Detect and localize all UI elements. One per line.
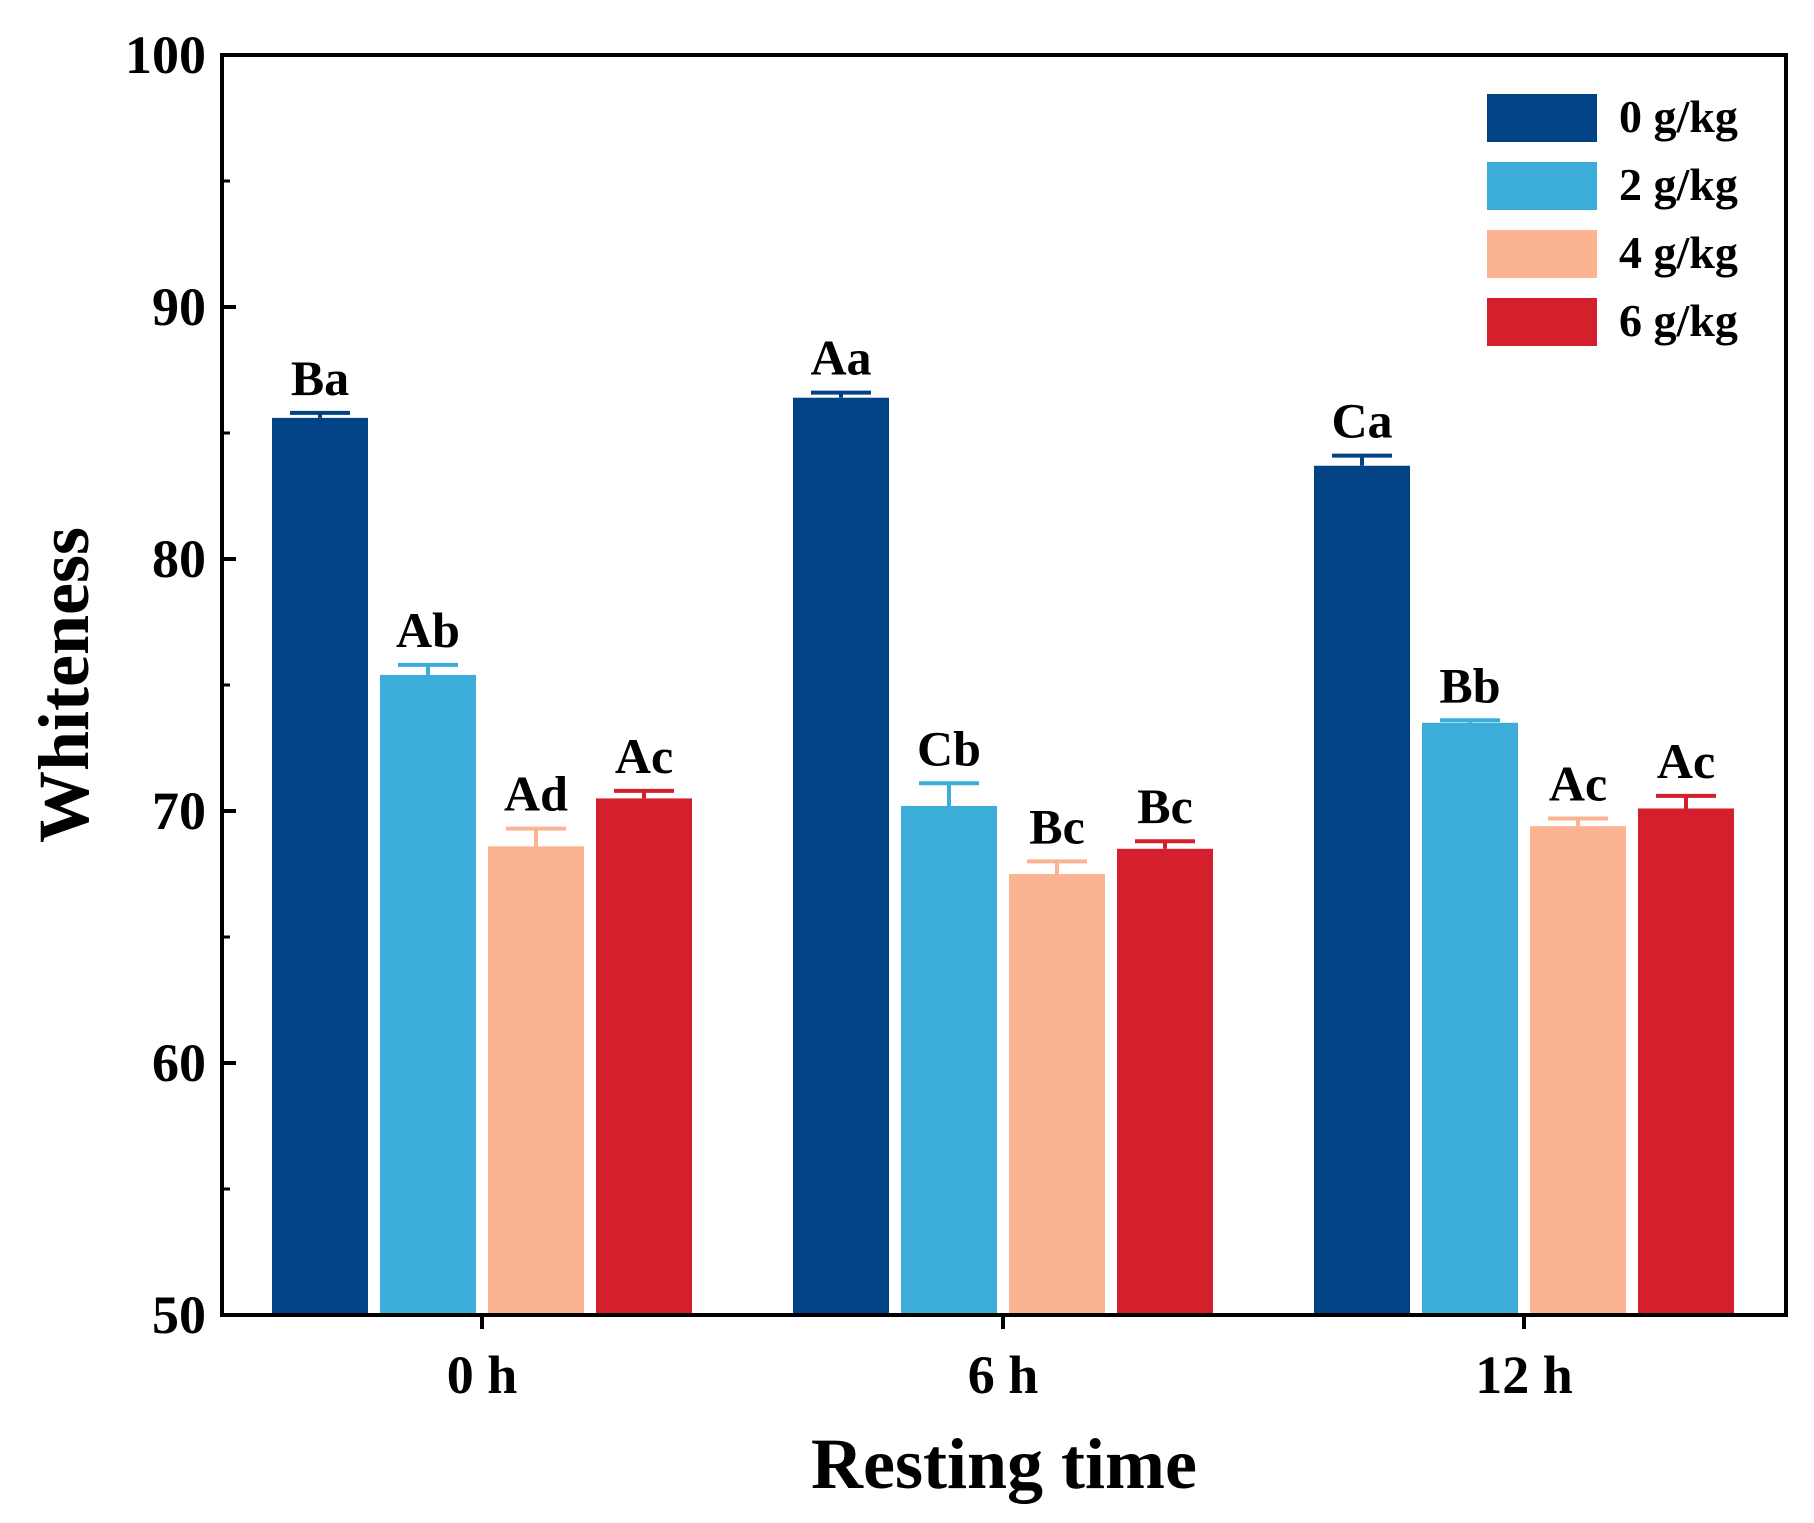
bar-label: Aa [810, 330, 871, 386]
bar-2-g-kg-12-h [1422, 722, 1518, 1315]
bar-6-g-kg-6-h [1117, 848, 1213, 1315]
bar-label: Ad [504, 766, 568, 822]
y-axis-title: Whiteness [24, 527, 104, 843]
bar-label: Ac [1657, 733, 1715, 789]
x-tick-label: 6 h [968, 1345, 1039, 1405]
plot-area: Ba Aa Ca Ab Cb Bb Ad Bc Ac Ac Bc Ac [272, 330, 1734, 1316]
y-tick-label: 80 [152, 529, 206, 589]
bar-label: Ba [291, 350, 349, 406]
bar-label: Ac [615, 728, 673, 784]
legend-swatch [1487, 162, 1597, 210]
bar-2-g-kg-0-h [380, 674, 476, 1315]
x-axis-title: Resting time [811, 1424, 1197, 1504]
legend-swatch [1487, 94, 1597, 142]
bar-4-g-kg-0-h [488, 846, 584, 1315]
legend-label: 4 g/kg [1619, 227, 1738, 278]
bar-6-g-kg-0-h [596, 798, 692, 1315]
bar-0-g-kg-0-h [272, 417, 368, 1315]
bar-label: Ca [1331, 393, 1392, 449]
x-tick-label: 12 h [1475, 1345, 1573, 1405]
bar-4-g-kg-12-h [1530, 826, 1626, 1315]
bar-label: Bc [1029, 798, 1085, 854]
bar-2-g-kg-6-h [901, 805, 997, 1315]
bar-label: Bb [1439, 657, 1500, 713]
legend-swatch [1487, 230, 1597, 278]
y-tick-label: 50 [152, 1285, 206, 1345]
bar-0-g-kg-6-h [793, 397, 889, 1316]
legend: 0 g/kg 2 g/kg 4 g/kg 6 g/kg [1487, 91, 1738, 346]
bar-label: Bc [1137, 778, 1193, 834]
x-tick-label: 0 h [447, 1345, 518, 1405]
bar-label: Ab [396, 602, 460, 658]
legend-label: 2 g/kg [1619, 159, 1738, 210]
legend-swatch [1487, 298, 1597, 346]
y-tick-label: 100 [125, 25, 206, 85]
bar-label: Cb [917, 720, 981, 776]
legend-label: 0 g/kg [1619, 91, 1738, 142]
legend-label: 6 g/kg [1619, 295, 1738, 346]
y-tick-label: 60 [152, 1033, 206, 1093]
bar-4-g-kg-6-h [1009, 874, 1105, 1315]
bar-0-g-kg-12-h [1314, 465, 1410, 1315]
axes: 50 60 70 80 90 100 0 h 6 h 12 h [125, 25, 1788, 1405]
y-tick-label: 90 [152, 277, 206, 337]
bar-6-g-kg-12-h [1638, 808, 1734, 1315]
bar-label: Ac [1549, 756, 1607, 812]
y-tick-label: 70 [152, 781, 206, 841]
